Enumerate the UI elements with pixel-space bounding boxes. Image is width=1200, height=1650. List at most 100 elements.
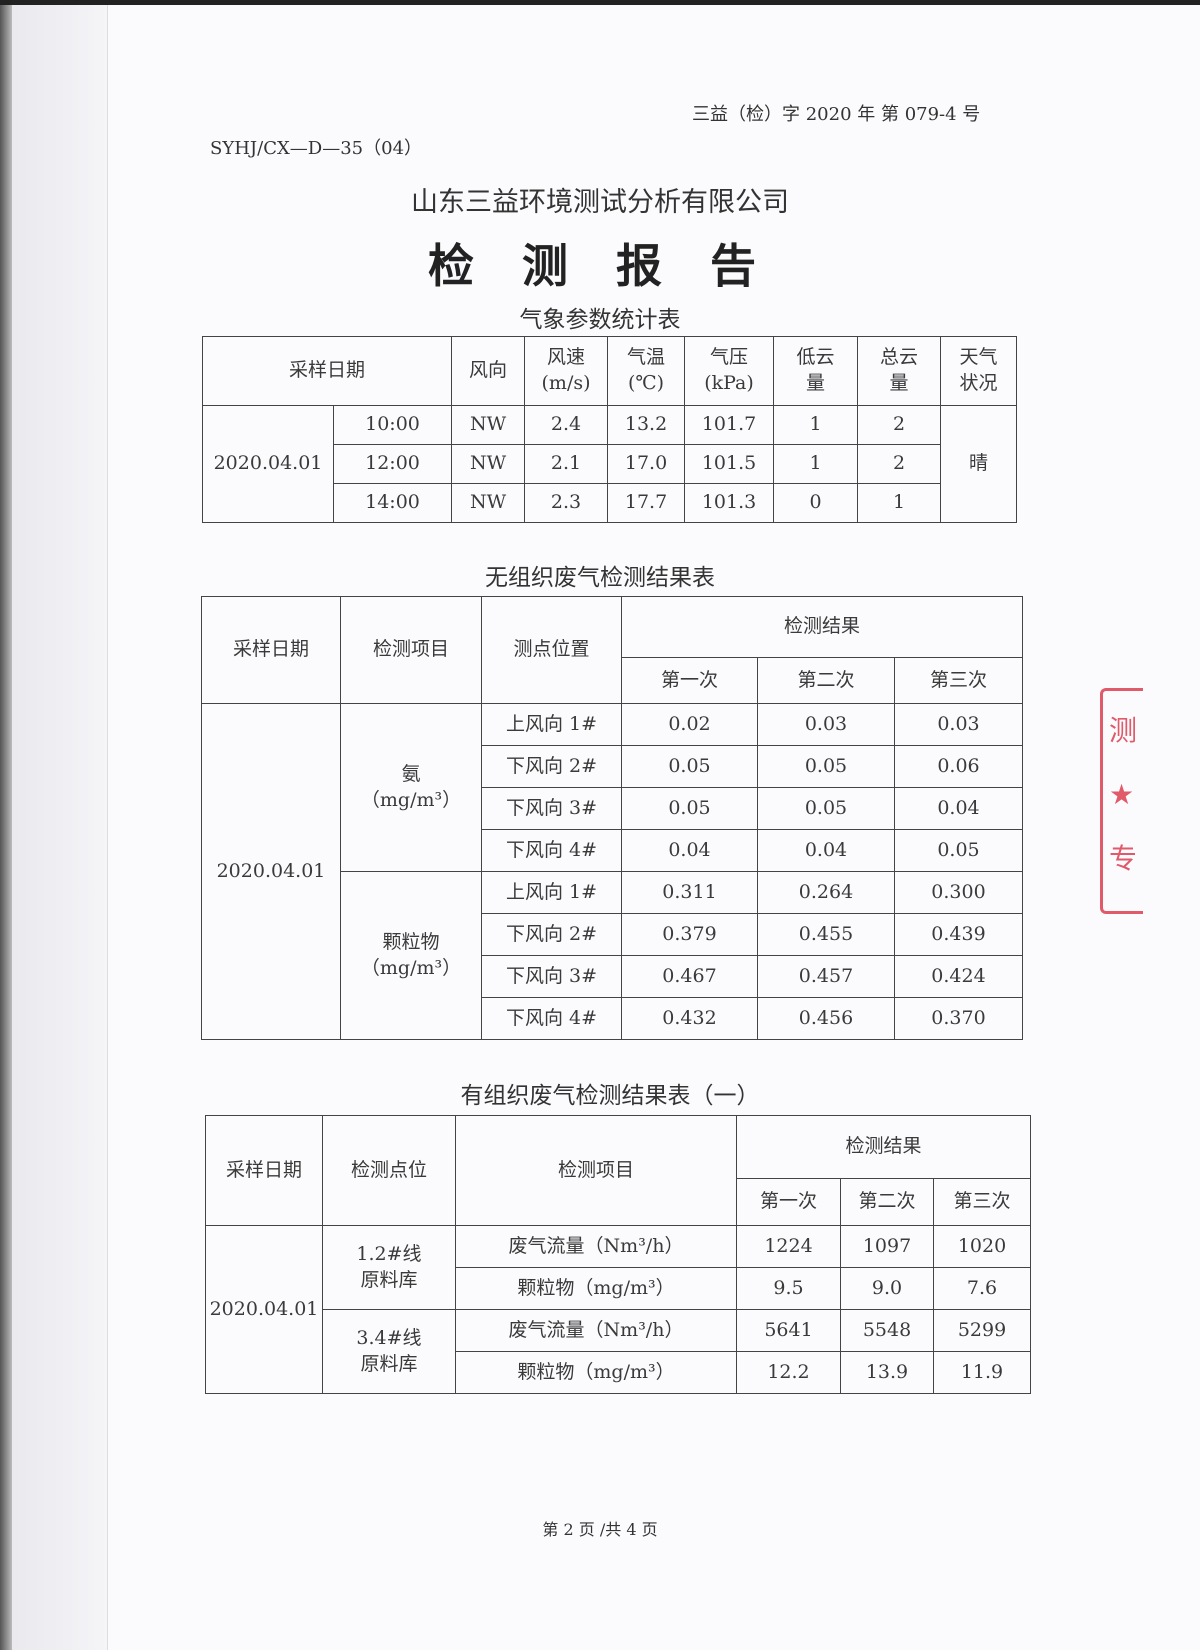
column-header: 检测点位 (322, 1115, 456, 1226)
header-row: 第一次 第二次 第三次 (202, 657, 1023, 704)
table-cell: 1 (857, 483, 942, 523)
test-item: 颗粒物 （mg/m³） (340, 871, 482, 1040)
column-header: 采样日期 (201, 336, 453, 406)
organized-table-title: 有组织废气检测结果表（一） (460, 1083, 760, 1109)
table-cell: 0.02 (621, 703, 758, 746)
table-cell: 下风向 4# (481, 997, 622, 1040)
table-cell: 0.456 (757, 997, 895, 1040)
form-code: SYHJ/CX—D—35（04） (210, 138, 423, 159)
column-header: 检测结果 (621, 596, 1023, 658)
table-cell: 9.0 (840, 1267, 934, 1310)
column-header: 风向 (451, 336, 526, 406)
table-cell: 2.3 (524, 483, 609, 523)
table-cell: 下风向 2# (481, 745, 622, 788)
table-cell: 12.2 (736, 1351, 841, 1394)
table-cell: 101.3 (684, 483, 775, 523)
table-cell: 0.05 (894, 829, 1023, 872)
document-title: 检 测 报 告 (427, 239, 773, 293)
table-cell: 0.264 (757, 871, 895, 914)
table-cell: 0.439 (894, 913, 1023, 956)
sampling-date: 2020.04.01 (205, 1225, 323, 1394)
column-header: 第三次 (894, 657, 1023, 704)
table-cell: 101.5 (684, 444, 775, 484)
column-header: 第二次 (757, 657, 895, 704)
column-header: 采样日期 (201, 596, 341, 704)
table-cell: 0.03 (757, 703, 895, 746)
table-cell: 0.432 (621, 997, 758, 1040)
table-row: 12:00 NW 2.1 17.0 101.5 1 2 (203, 444, 1017, 484)
table-cell: 0.300 (894, 871, 1023, 914)
table-cell: 0.457 (757, 955, 895, 998)
table-cell: 0.03 (894, 703, 1023, 746)
table-cell: 7.6 (933, 1267, 1031, 1310)
table-cell: 0.311 (621, 871, 758, 914)
table-row: 下风向 3# 0.467 0.457 0.424 (202, 955, 1023, 998)
table-cell: 11.9 (933, 1351, 1031, 1394)
header-row: 采样日期 检测项目 测点位置 检测结果 (201, 596, 1023, 704)
table-cell: NW (451, 405, 526, 445)
column-header: 天气 状况 (940, 336, 1018, 406)
table-cell: 5641 (736, 1309, 841, 1352)
table-cell: 下风向 3# (481, 955, 622, 998)
column-header: 测点位置 (481, 596, 622, 704)
scan-shadow (12, 0, 108, 1650)
weather-table: 采样日期 风向 风速 (m/s) 气温 (℃) 气压 (kPa) 低云 量总云 量天气 状… (201, 336, 1018, 523)
table-cell: 0 (773, 483, 859, 523)
table-row: 2020.04.01 10:00 NW 2.4 13.2 101.7 1 2 晴 (202, 405, 1018, 523)
header-row: 采样日期 风向 风速 (m/s) 气温 (℃) 气压 (kPa) 低云 量总云 量天气 状… (201, 336, 1018, 406)
table-cell: 0.05 (621, 745, 758, 788)
official-seal-partial: 测 ★ 专 (1100, 688, 1143, 914)
table-row: 颗粒物 （mg/m³） 上风向 1# 0.311 0.264 0.300 (202, 871, 1023, 1040)
table-cell: 2 (857, 405, 942, 445)
column-header: 采样日期 (205, 1115, 323, 1226)
column-header: 总云 量 (857, 336, 942, 406)
seal-glyphs: 测 ★ 专 (1109, 714, 1138, 875)
table-cell: 2.1 (524, 444, 609, 484)
scan-top-edge (0, 0, 1200, 5)
table-row: 14:00 NW 2.3 17.7 101.3 0 1 (203, 483, 1017, 523)
table-cell: 0.04 (894, 787, 1023, 830)
column-header: 检测项目 (455, 1115, 737, 1226)
table-row: 下风向 2# 0.379 0.455 0.439 (202, 913, 1023, 956)
table-cell: 0.467 (621, 955, 758, 998)
table-cell: 0.455 (757, 913, 895, 956)
table-cell: 上风向 1# (481, 871, 622, 914)
column-header: 第一次 (736, 1178, 841, 1226)
table-row: 下风向 4# 0.432 0.456 0.370 (202, 997, 1023, 1040)
table-row: 下风向 2# 0.05 0.05 0.06 (202, 745, 1023, 788)
table-cell: 0.370 (894, 997, 1023, 1040)
table-cell: 5548 (840, 1309, 934, 1352)
table-cell: 颗粒物（mg/m³） (455, 1267, 737, 1310)
table-row: 下风向 4# 0.04 0.04 0.05 (202, 829, 1023, 872)
table-row: 下风向 3# 0.05 0.05 0.04 (202, 787, 1023, 830)
table-cell: 颗粒物（mg/m³） (455, 1351, 737, 1394)
table-cell: 17.7 (607, 483, 686, 523)
column-header: 第三次 (933, 1178, 1031, 1226)
table-cell: 1 (773, 405, 859, 445)
table-row: 2020.04.01 氨 （mg/m³） 上风向 1# 0.02 0.03 0.03 (201, 703, 1023, 1040)
column-header: 第二次 (840, 1178, 934, 1226)
weather-condition: 晴 (940, 405, 1018, 523)
table-cell: 0.05 (621, 787, 758, 830)
column-header: 低云 量 (773, 336, 859, 406)
table-cell: 2.4 (524, 405, 609, 445)
test-point: 1.2#线 原料库 (322, 1225, 456, 1310)
header-row: 第一次 第二次 第三次 (206, 1178, 1031, 1226)
test-item: 氨 （mg/m³） (340, 703, 482, 872)
table-cell: 12:00 (332, 444, 453, 484)
sampling-date: 2020.04.01 (201, 703, 341, 1040)
table-cell: 上风向 1# (481, 703, 622, 746)
table-cell: 9.5 (736, 1267, 841, 1310)
table-cell: 下风向 4# (481, 829, 622, 872)
table-cell: 0.06 (894, 745, 1023, 788)
fugitive-table-title: 无组织废气检测结果表 (485, 565, 715, 591)
table-cell: 0.379 (621, 913, 758, 956)
column-header: 气压 (kPa) (684, 336, 775, 406)
table-cell: 101.7 (684, 405, 775, 445)
weather-table-title: 气象参数统计表 (519, 307, 681, 333)
company-name: 山东三益环境测试分析有限公司 (411, 187, 789, 218)
column-header: 气温 (℃) (607, 336, 686, 406)
table-cell: 废气流量（Nm³/h） (455, 1309, 737, 1352)
table-cell: 0.424 (894, 955, 1023, 998)
organized-gas-table: 采样日期 检测点位 检测项目 检测结果 第一次 第二次 第三次 2020.04.01 1.2#线… (205, 1115, 1031, 1394)
